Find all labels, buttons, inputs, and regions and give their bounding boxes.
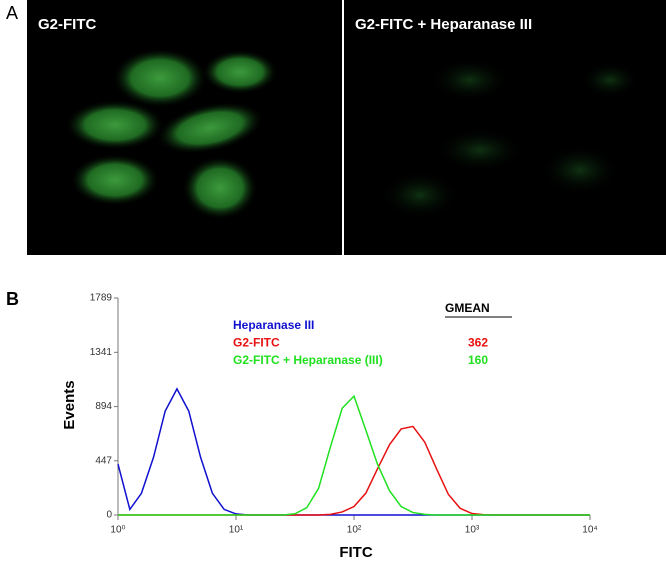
legend-header: GMEAN — [445, 301, 490, 315]
legend-entry: G2-FITC — [233, 336, 280, 350]
x-tick-label: 10⁴ — [582, 525, 597, 536]
legend-entry: Heparanase III — [233, 318, 314, 332]
series-line — [118, 394, 590, 516]
y-tick-label: 1341 — [90, 347, 113, 358]
y-axis-label: Events — [61, 380, 78, 429]
panel-label: A — [6, 3, 18, 23]
x-tick-label: 10² — [347, 525, 362, 536]
series-line — [118, 425, 590, 516]
x-tick-label: 10³ — [465, 525, 480, 536]
image-caption: G2-FITC — [38, 16, 96, 33]
series-line — [117, 387, 590, 516]
image-right: G2-FITC + Heparanase III — [344, 0, 666, 255]
y-tick-label: 447 — [95, 455, 112, 466]
image-left: G2-FITC — [27, 0, 342, 255]
panel-label: B — [6, 289, 19, 309]
legend-gmean: 362 — [468, 336, 488, 350]
legend-entry: G2-FITC + Heparanase (III) — [233, 353, 383, 367]
image-caption: G2-FITC + Heparanase III — [355, 16, 532, 33]
x-axis-label: FITC — [339, 544, 372, 561]
legend-gmean: 160 — [468, 353, 488, 367]
y-tick-label: 1789 — [90, 293, 113, 304]
x-tick-label: 10⁰ — [110, 525, 125, 536]
x-tick-label: 10¹ — [229, 525, 244, 536]
y-tick-label: 0 — [106, 510, 112, 521]
y-tick-label: 894 — [95, 401, 112, 412]
histogram: 0 447 894 1341 1789 10⁰ 10¹ 10² 10³ 10⁴ FITC Events… — [61, 293, 598, 561]
